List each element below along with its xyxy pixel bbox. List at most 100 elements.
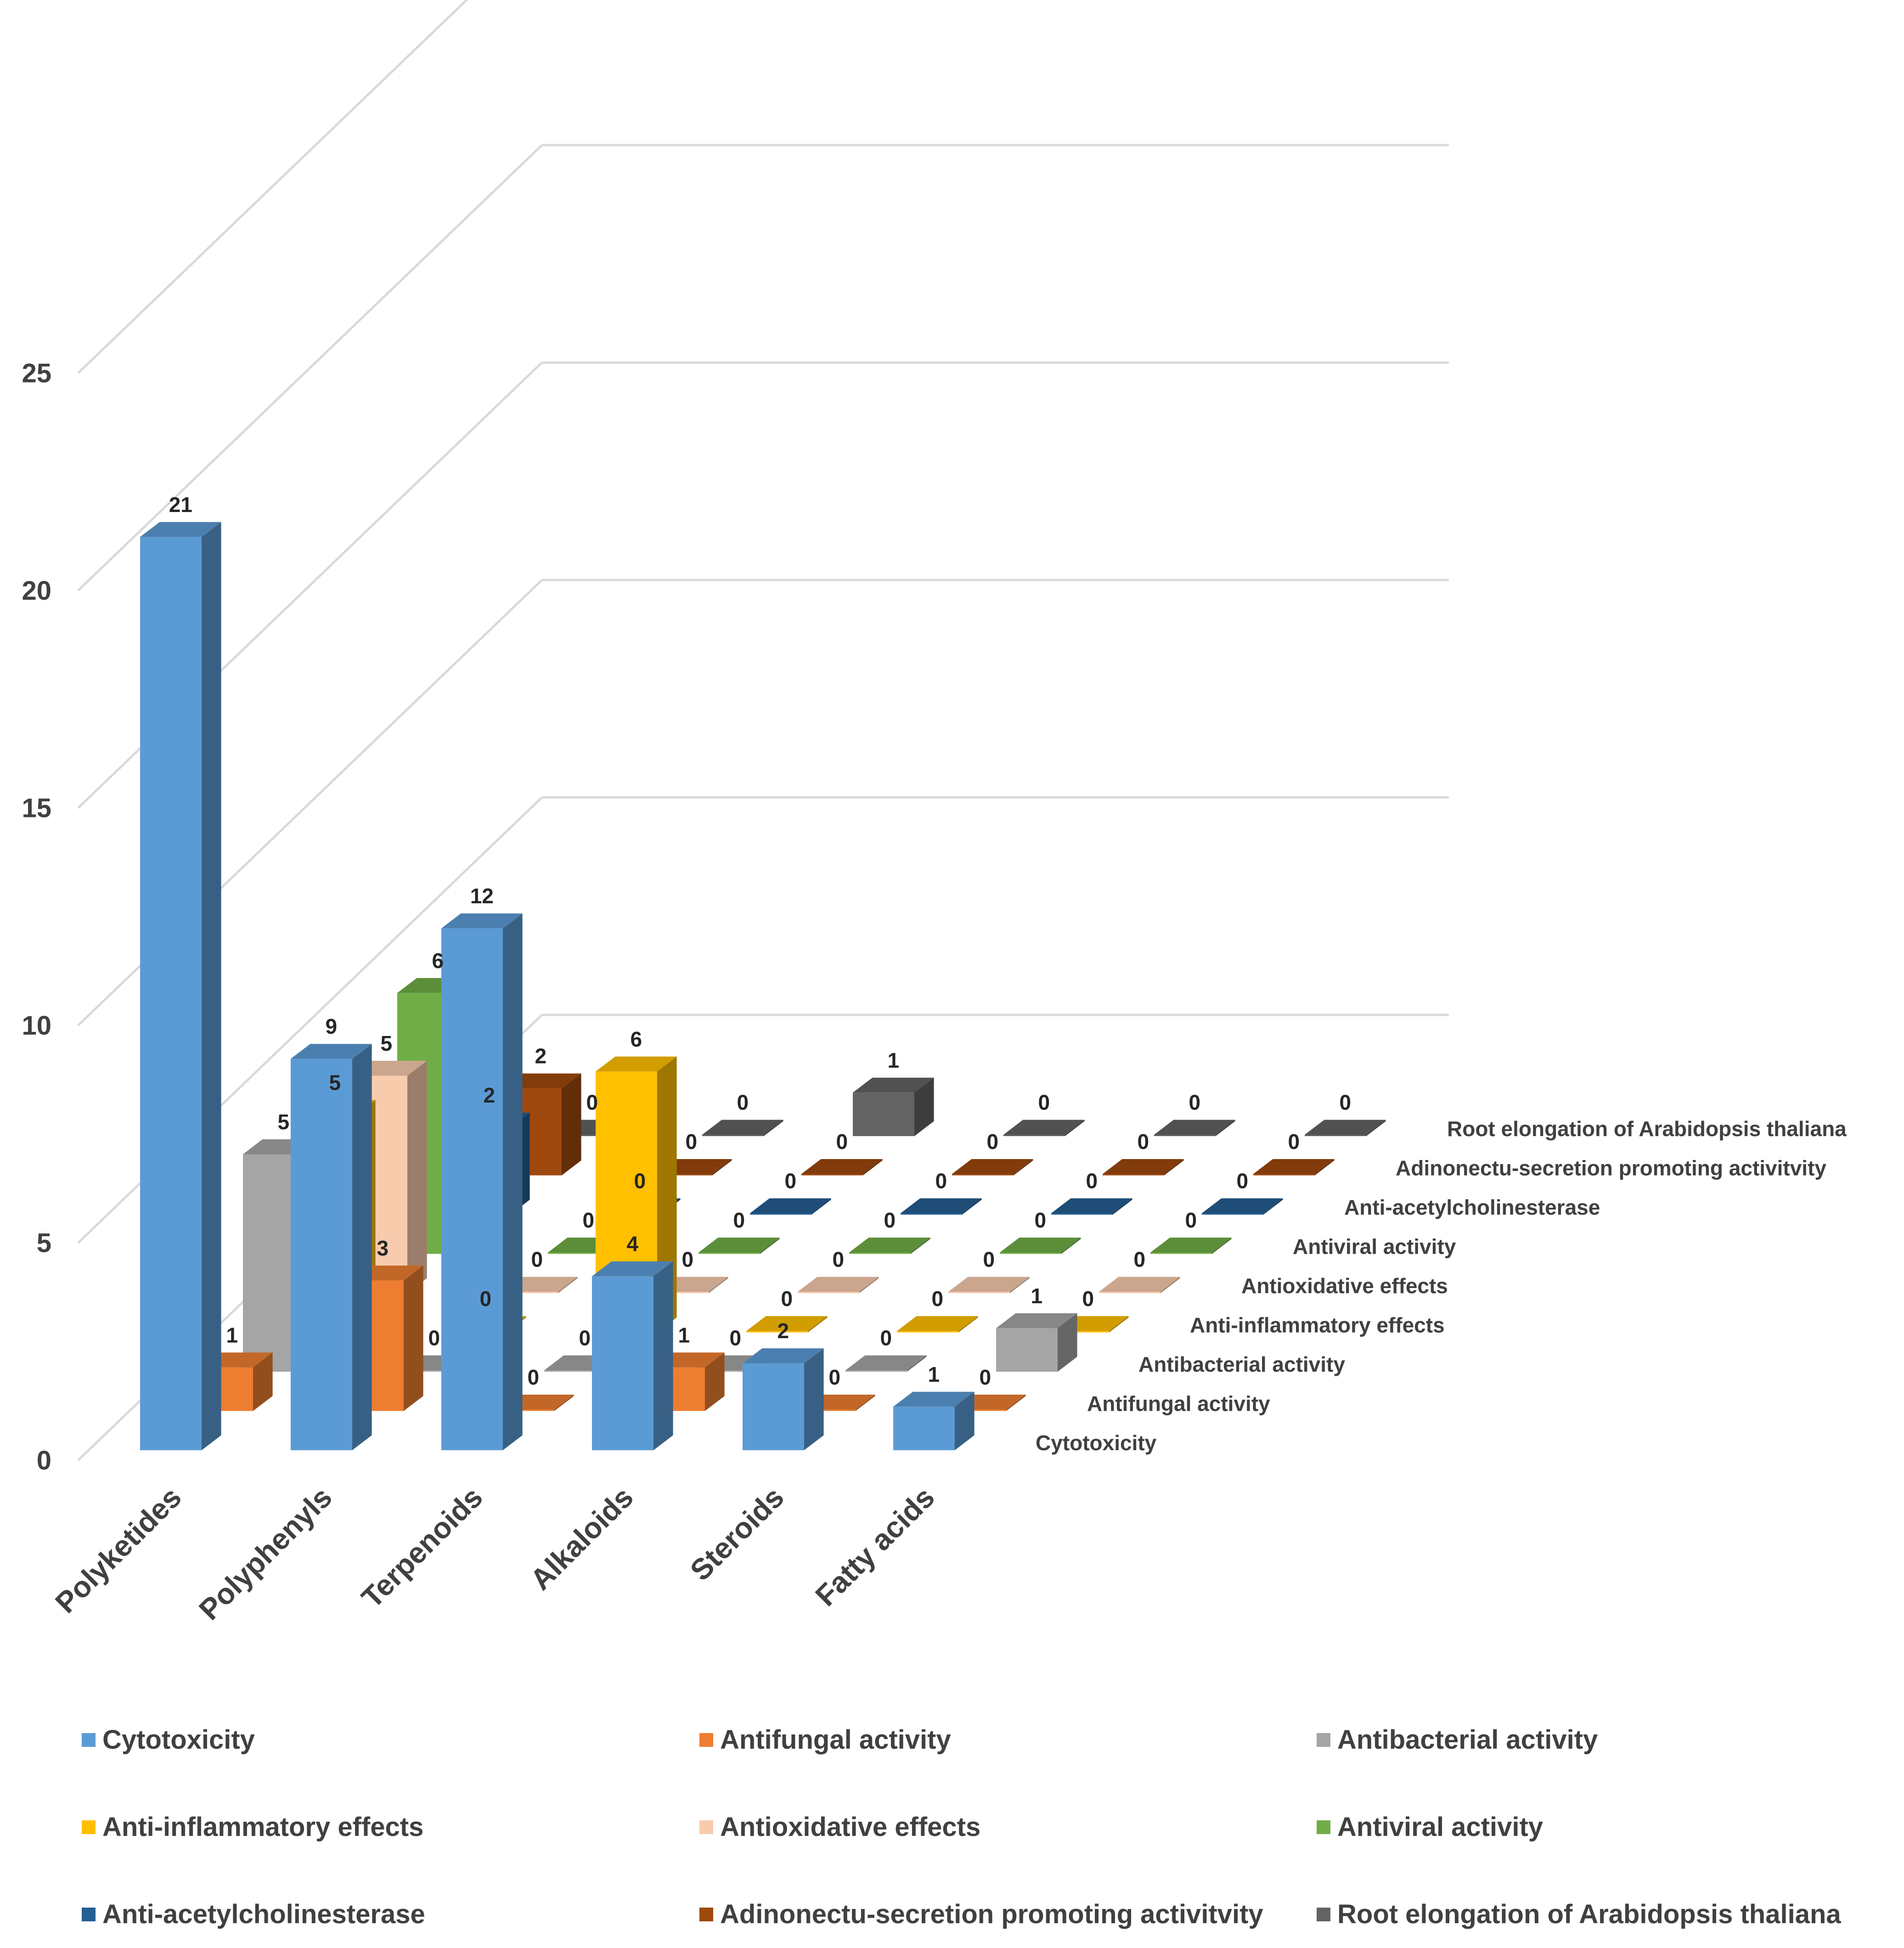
bar-side (863, 1159, 883, 1176)
bar-top (750, 1198, 831, 1213)
bar-top (1202, 1198, 1283, 1213)
legend-label: Anti-acetylcholinesterase (102, 1899, 425, 1929)
data-label: 6 (630, 1027, 642, 1051)
data-label: 0 (729, 1326, 741, 1350)
bar-0-1 (291, 1044, 372, 1450)
bar-0-3 (592, 1261, 673, 1450)
legend: Cytotoxicity Antifungal activity Antibacte… (82, 1725, 1841, 1929)
data-label: 0 (1133, 1248, 1145, 1272)
bar-7-4 (1103, 1159, 1184, 1176)
bar-side (709, 1277, 728, 1293)
bar-5-5 (1150, 1238, 1232, 1254)
data-label: 0 (531, 1248, 543, 1272)
data-label: 1 (887, 1048, 899, 1072)
data-label: 0 (737, 1091, 749, 1115)
bar-top (897, 1316, 978, 1331)
data-label: 1 (678, 1323, 690, 1347)
bar-front (893, 1407, 955, 1450)
data-label: 6 (432, 949, 444, 973)
bar-side (1058, 1313, 1077, 1372)
bar-top (441, 913, 523, 929)
bar-top (1051, 1198, 1132, 1213)
bar-side (804, 1348, 824, 1450)
data-label: 0 (1137, 1130, 1149, 1154)
bar-6-2 (750, 1198, 831, 1215)
bar-side (911, 1238, 930, 1254)
bar-side (907, 1355, 927, 1372)
bar-3-3 (746, 1316, 828, 1333)
bar-front (243, 1154, 304, 1372)
bar-front (1000, 1252, 1061, 1254)
bar-side (352, 1044, 372, 1450)
bar-8-1 (702, 1120, 783, 1136)
data-label: 0 (733, 1208, 745, 1232)
y-tick-label: 20 (22, 576, 51, 606)
bar-front (743, 1363, 804, 1450)
bar-side (558, 1277, 578, 1293)
data-label: 0 (582, 1208, 594, 1232)
series-axis-label: Antibacterial activity (1138, 1352, 1345, 1376)
bar-front (592, 1276, 653, 1450)
legend-item: Antifungal activity (699, 1725, 951, 1755)
legend-label: Antioxidative effects (720, 1812, 980, 1842)
bar-front (1253, 1174, 1315, 1176)
bar-6-5 (1202, 1198, 1283, 1215)
data-label: 0 (1236, 1169, 1248, 1193)
bar-top (893, 1391, 975, 1407)
y-tick-label: 10 (22, 1011, 51, 1041)
bar-front (1103, 1174, 1164, 1176)
data-label: 2 (535, 1044, 546, 1068)
series-axis-label: Cytotoxicity (1036, 1431, 1157, 1455)
bar-top (746, 1316, 828, 1331)
bar-side (1109, 1316, 1129, 1333)
bar-side (1315, 1159, 1335, 1176)
bar-side (1164, 1159, 1184, 1176)
data-label: 0 (1185, 1208, 1197, 1232)
legend-swatch (1317, 1908, 1330, 1921)
legend-label: Antibacterial activity (1337, 1725, 1598, 1755)
legend-swatch (82, 1820, 96, 1834)
legend-swatch (699, 1820, 713, 1834)
bar-6-4 (1051, 1198, 1132, 1215)
bar-front (801, 1174, 863, 1176)
data-label: 0 (479, 1287, 491, 1311)
bar-8-2 (853, 1077, 934, 1136)
series-axis-labels: Cytotoxicity Antifungal activity Antibacte… (1036, 1117, 1847, 1455)
bar-2-4 (845, 1355, 927, 1372)
bar-side (253, 1352, 273, 1411)
bar-front (746, 1331, 808, 1333)
bar-top (853, 1077, 934, 1093)
data-label: 0 (586, 1091, 598, 1115)
data-label: 0 (1288, 1130, 1300, 1154)
data-label: 0 (983, 1248, 995, 1272)
bar-side (653, 1261, 673, 1450)
y-tick-label: 15 (22, 794, 51, 823)
bar-top (743, 1348, 824, 1363)
data-label: 0 (781, 1287, 793, 1311)
bar-top (1150, 1238, 1232, 1253)
bar-4-4 (948, 1277, 1030, 1293)
data-label: 0 (1038, 1091, 1050, 1115)
legend-swatch (82, 1908, 96, 1921)
bar-side (808, 1316, 828, 1333)
bar-front (1202, 1213, 1263, 1215)
bar-side (1263, 1198, 1283, 1215)
bar-side (1212, 1238, 1232, 1254)
y-tick-label: 0 (37, 1446, 51, 1475)
data-label: 2 (777, 1319, 789, 1343)
bar-side (1216, 1120, 1235, 1136)
bar-4-5 (1099, 1277, 1180, 1293)
bar-front (750, 1213, 811, 1215)
bar-side (914, 1077, 934, 1136)
bar-top (948, 1277, 1030, 1292)
bar-front (1150, 1252, 1212, 1254)
bar-side (1014, 1159, 1033, 1176)
legend-label: Antiviral activity (1337, 1812, 1543, 1842)
bar-top (1253, 1159, 1335, 1174)
bar-side (1065, 1120, 1085, 1136)
legend-label: Cytotoxicity (102, 1725, 255, 1755)
data-label: 0 (1082, 1287, 1094, 1311)
bar-top (1099, 1277, 1180, 1292)
bar-side (1006, 1395, 1026, 1411)
data-label: 0 (931, 1287, 943, 1311)
